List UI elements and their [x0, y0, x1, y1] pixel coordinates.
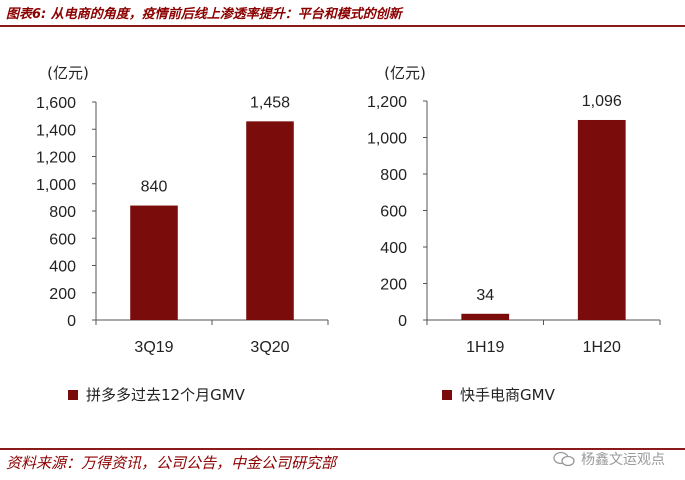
- y-tick-label: 0: [67, 313, 76, 330]
- chart-right: (亿元) 0 200 400 600 800 1,000 1,200 34 1H19 1,096 1H…: [367, 64, 661, 356]
- y-tick-label: 400: [49, 259, 76, 276]
- legend-left: 拼多多过去12个月GMV: [68, 384, 245, 405]
- y-tick-label: 800: [380, 167, 407, 184]
- y-unit-label: (亿元): [384, 64, 426, 82]
- x-tick-label: 3Q19: [134, 339, 173, 356]
- x-tick-label: 1H19: [466, 339, 504, 356]
- bar: [130, 205, 178, 320]
- source-note: 资料来源：万得资讯，公司公告，中金公司研究部: [6, 454, 337, 472]
- y-tick-label: 0: [398, 313, 407, 330]
- legend-label-right: 快手电商GMV: [460, 386, 555, 404]
- y-tick-label: 600: [380, 204, 407, 221]
- y-tick-label: 1,000: [36, 177, 76, 194]
- y-unit-label: (亿元): [47, 64, 89, 82]
- y-tick-label: 1,200: [36, 150, 76, 167]
- x-tick-label: 3Q20: [250, 339, 289, 356]
- legend-swatch-right: [442, 389, 452, 400]
- y-tick-label: 1,600: [36, 95, 76, 112]
- y-tick-label: 200: [49, 286, 76, 303]
- bar-value-label: 34: [476, 287, 494, 304]
- watermark: 杨鑫文运观点: [553, 449, 665, 469]
- bar: [246, 121, 294, 320]
- y-tick-label: 600: [49, 231, 76, 248]
- watermark-text: 杨鑫文运观点: [581, 452, 665, 468]
- footer-divider: [0, 448, 685, 450]
- chart-left: (亿元) 0 200 400 600 800 1,000 1,200 1,400 1,600 840…: [36, 64, 329, 356]
- y-tick-label: 1,000: [367, 131, 407, 148]
- y-tick-label: 1,400: [36, 122, 76, 139]
- legend-swatch-left: [68, 389, 78, 400]
- y-tick-label: 400: [380, 240, 407, 257]
- bar-value-label: 840: [141, 179, 168, 196]
- bar-value-label: 1,458: [250, 94, 290, 111]
- bar-value-label: 1,096: [582, 93, 622, 110]
- legend-right: 快手电商GMV: [442, 384, 555, 405]
- x-tick-label: 1H20: [583, 339, 621, 356]
- y-tick-label: 200: [380, 277, 407, 294]
- wechat-icon: [553, 451, 575, 467]
- y-tick-label: 800: [49, 204, 76, 221]
- bar: [577, 119, 626, 320]
- bar: [461, 313, 510, 320]
- legend-label-left: 拼多多过去12个月GMV: [86, 386, 245, 404]
- figure-title: 图表6: 从电商的角度，疫情前后线上渗透率提升：平台和模式的创新: [6, 7, 402, 22]
- title-divider: [0, 25, 685, 27]
- y-tick-label: 1,200: [367, 94, 407, 111]
